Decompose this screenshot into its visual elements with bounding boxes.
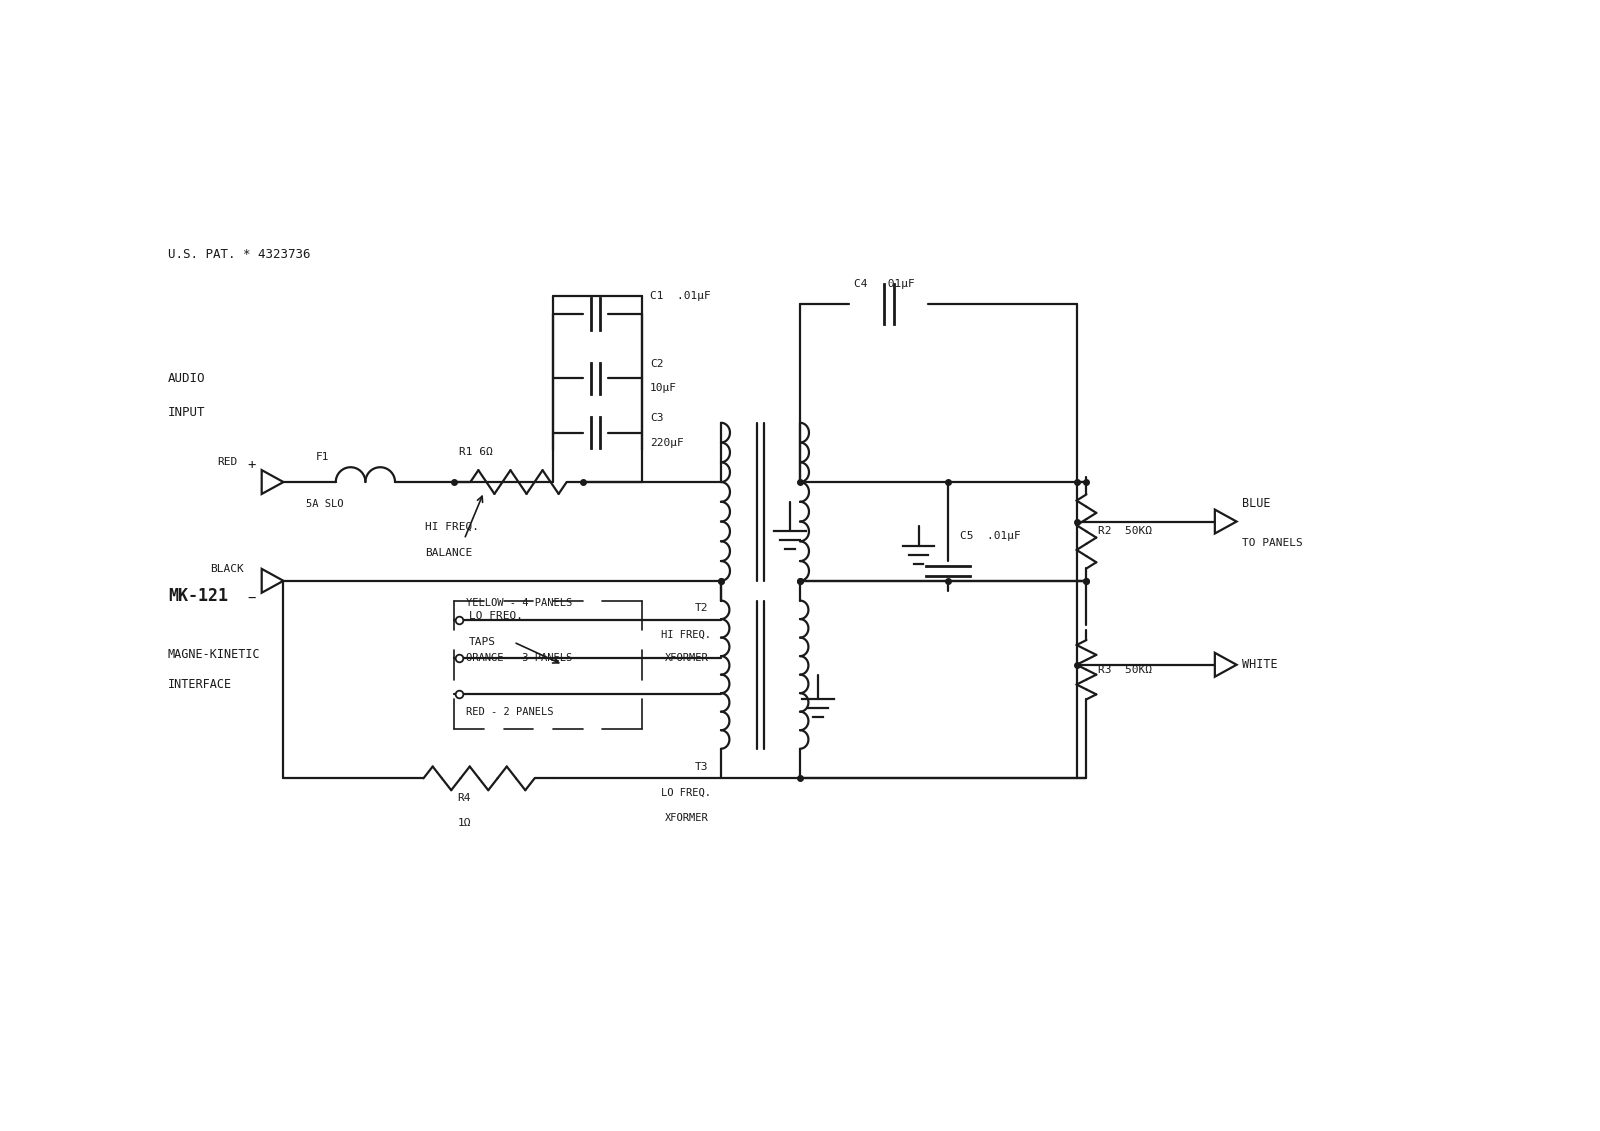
Text: F1: F1 <box>317 452 330 463</box>
Text: C3: C3 <box>650 413 664 423</box>
Text: C2: C2 <box>650 359 664 369</box>
Text: BLUE: BLUE <box>1243 498 1270 510</box>
Text: XFORMER: XFORMER <box>664 653 709 663</box>
Text: AUDIO: AUDIO <box>168 372 205 385</box>
Text: C1  .01μF: C1 .01μF <box>650 292 710 301</box>
Text: ORANGE - 3 PANELS: ORANGE - 3 PANELS <box>466 653 573 663</box>
Text: 10μF: 10μF <box>650 383 677 394</box>
Text: INTERFACE: INTERFACE <box>168 677 232 691</box>
Text: R1 6Ω: R1 6Ω <box>459 448 493 457</box>
Text: MAGNE-KINETIC: MAGNE-KINETIC <box>168 648 261 662</box>
Text: WHITE: WHITE <box>1243 658 1278 672</box>
Text: R2  50KΩ: R2 50KΩ <box>1098 526 1152 536</box>
Text: 5A SLO: 5A SLO <box>306 499 344 509</box>
Polygon shape <box>262 569 283 593</box>
Text: 220μF: 220μF <box>650 438 683 448</box>
Text: RED - 2 PANELS: RED - 2 PANELS <box>466 707 554 717</box>
Text: LO FREQ.: LO FREQ. <box>469 611 523 621</box>
Text: TAPS: TAPS <box>469 637 496 647</box>
Text: −: − <box>248 590 256 605</box>
Text: INPUT: INPUT <box>168 406 205 420</box>
Text: MK-121: MK-121 <box>168 587 227 605</box>
Text: RED: RED <box>218 457 237 467</box>
Text: R4: R4 <box>458 793 470 803</box>
Text: R3  50KΩ: R3 50KΩ <box>1098 665 1152 675</box>
Text: 1Ω: 1Ω <box>458 818 470 828</box>
Text: +: + <box>248 458 256 473</box>
Text: C5  .01μF: C5 .01μF <box>960 532 1021 542</box>
Text: U.S. PAT. * 4323736: U.S. PAT. * 4323736 <box>168 249 310 261</box>
Text: T2: T2 <box>694 604 707 613</box>
Text: BALANCE: BALANCE <box>424 549 472 559</box>
Polygon shape <box>1214 653 1237 676</box>
Text: BLACK: BLACK <box>210 564 243 573</box>
Text: YELLOW - 4 PANELS: YELLOW - 4 PANELS <box>466 597 573 607</box>
Text: XFORMER: XFORMER <box>664 813 709 823</box>
Text: C4  .01μF: C4 .01μF <box>854 279 915 290</box>
Text: HI FREQ.: HI FREQ. <box>661 630 712 640</box>
Text: T3: T3 <box>694 761 707 771</box>
Text: TO PANELS: TO PANELS <box>1243 538 1304 549</box>
Polygon shape <box>1214 510 1237 534</box>
Text: LO FREQ.: LO FREQ. <box>661 788 712 798</box>
Polygon shape <box>262 470 283 494</box>
Text: HI FREQ.: HI FREQ. <box>424 521 478 532</box>
